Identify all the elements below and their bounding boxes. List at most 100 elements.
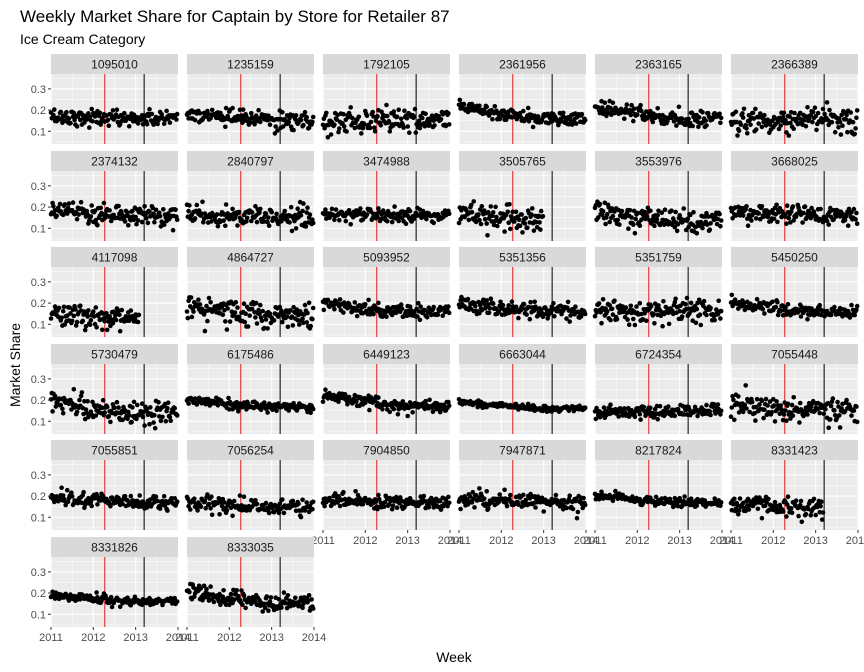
panel-3474988: 3474988 — [320, 151, 452, 241]
data-point — [149, 111, 155, 117]
data-point — [488, 296, 494, 302]
data-point — [575, 509, 581, 515]
data-point — [93, 305, 99, 310]
data-point — [231, 498, 237, 504]
data-point — [446, 111, 451, 116]
panel-strip — [731, 344, 858, 364]
data-point — [85, 314, 90, 319]
data-point — [824, 100, 830, 105]
data-point — [553, 492, 559, 498]
data-point — [837, 425, 843, 430]
data-point — [164, 108, 169, 114]
data-point — [683, 301, 688, 307]
data-point — [258, 302, 263, 308]
data-point — [295, 206, 301, 211]
data-point — [236, 209, 242, 215]
data-point — [836, 125, 841, 130]
data-point — [65, 487, 70, 493]
panel-5450250: 5450250 — [728, 247, 860, 337]
data-point — [350, 115, 355, 121]
data-point — [367, 125, 373, 131]
data-point — [284, 314, 290, 320]
data-point — [98, 122, 103, 127]
data-point — [854, 404, 859, 409]
panel-strip — [595, 247, 722, 267]
data-point — [775, 299, 780, 305]
panel-strip-label: 5093952 — [363, 251, 410, 265]
data-point — [632, 322, 638, 328]
data-point — [526, 304, 532, 310]
data-point — [477, 103, 482, 109]
data-point — [225, 306, 230, 311]
data-point — [674, 228, 680, 234]
data-point — [748, 301, 753, 307]
data-point — [391, 406, 397, 412]
data-point — [523, 497, 529, 503]
data-point — [389, 219, 395, 225]
data-point — [237, 493, 243, 498]
data-point — [599, 320, 604, 326]
y-tick-label: 0.1 — [31, 126, 46, 138]
x-tick-label: 2013 — [395, 535, 419, 547]
data-point — [122, 110, 127, 116]
panel-strip — [51, 54, 178, 74]
data-point — [107, 208, 112, 213]
data-point — [666, 404, 671, 409]
data-point — [440, 313, 446, 319]
x-tick-label: 2012 — [489, 535, 513, 547]
data-point — [696, 297, 702, 303]
data-point — [648, 405, 653, 411]
data-point — [381, 504, 387, 510]
data-point — [128, 493, 134, 499]
panel-strip — [459, 440, 586, 460]
data-point — [525, 225, 530, 230]
data-point — [206, 295, 212, 301]
panel-strip — [459, 344, 586, 364]
data-point — [390, 503, 396, 509]
data-point — [219, 503, 225, 509]
data-point — [262, 325, 267, 331]
data-point — [362, 122, 367, 127]
data-point — [686, 224, 691, 230]
data-point — [775, 219, 780, 225]
data-point — [570, 506, 576, 512]
panel-strip — [187, 151, 314, 171]
data-point — [376, 395, 381, 400]
data-point — [69, 490, 74, 496]
data-point — [508, 492, 513, 498]
data-point — [56, 305, 62, 311]
data-point — [398, 116, 404, 122]
data-point — [133, 214, 138, 220]
data-point — [694, 231, 700, 236]
data-point — [113, 313, 118, 318]
data-point — [65, 499, 71, 505]
data-point — [354, 502, 360, 507]
panel-strip-label: 7056254 — [227, 444, 274, 458]
data-point — [826, 222, 831, 227]
data-point — [762, 311, 767, 316]
data-point — [762, 112, 767, 118]
data-point — [72, 117, 77, 123]
data-point — [783, 305, 788, 310]
data-point — [108, 419, 113, 425]
data-point — [237, 107, 243, 113]
data-point — [616, 414, 621, 419]
panel-7056254: 7056254 — [184, 440, 316, 530]
data-point — [87, 125, 92, 130]
data-point — [82, 327, 88, 333]
panel-strip-label: 3505765 — [499, 155, 546, 169]
data-point — [358, 206, 363, 211]
data-point — [321, 307, 327, 313]
data-point — [700, 110, 705, 115]
y-tick-label: 0.3 — [31, 374, 46, 386]
data-point — [826, 425, 831, 431]
data-point — [163, 419, 169, 424]
data-point — [610, 312, 616, 317]
data-point — [752, 410, 757, 416]
data-point — [469, 209, 475, 215]
x-axis-title: Week — [436, 649, 473, 665]
panel-strip-label: 5351759 — [635, 251, 682, 265]
data-point — [669, 208, 674, 213]
data-point — [325, 297, 331, 303]
data-point — [708, 221, 713, 226]
